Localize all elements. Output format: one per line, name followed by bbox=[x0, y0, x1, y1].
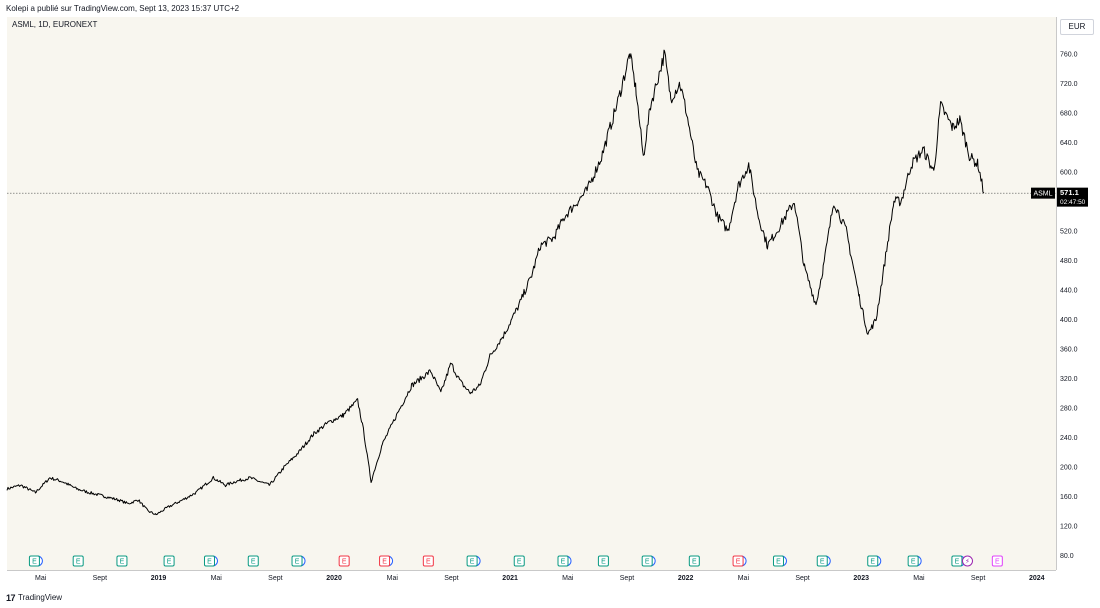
published-header: Kolepi a publié sur TradingView.com, Sep… bbox=[0, 0, 1100, 17]
tradingview-brand: TradingView bbox=[18, 593, 63, 602]
tradingview-logo-icon: 17 bbox=[6, 593, 16, 603]
price-scale[interactable] bbox=[1056, 17, 1100, 570]
tradingview-footer: 17 TradingView bbox=[6, 591, 62, 605]
time-scale[interactable] bbox=[7, 570, 1056, 588]
currency-button[interactable]: EUR bbox=[1060, 19, 1094, 35]
chart-pane[interactable] bbox=[7, 17, 1056, 570]
symbol-legend[interactable]: ASML, 1D, EURONEXT bbox=[12, 20, 98, 29]
